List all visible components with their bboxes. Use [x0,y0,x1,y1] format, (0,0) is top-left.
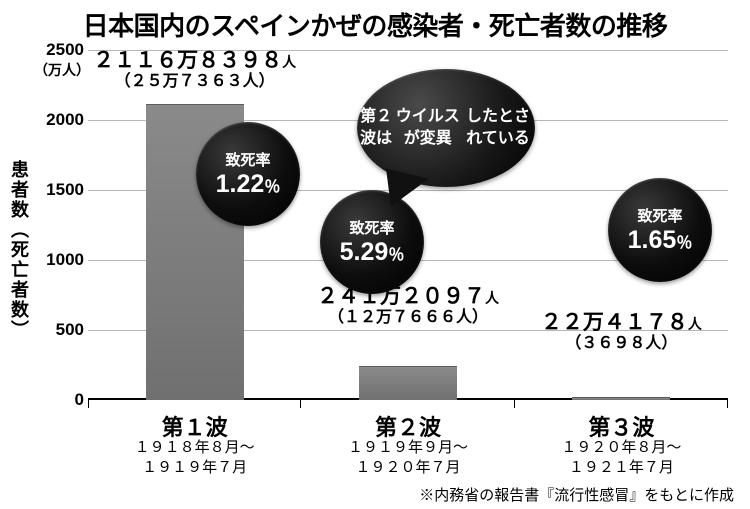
y-tick-label: 2500 [34,40,84,60]
callout-bubble: 第２波はウイルスが変異したとされている [357,69,535,187]
x-period-label: １９１８年８月～１９１９年７月 [95,438,295,477]
x-tick [727,400,728,408]
x-tick [88,400,89,408]
y-tick-label: 2000 [34,110,84,130]
value-sub-label: （２５万７３６３人） [75,67,315,91]
x-period-label: １９２０年８月～１９２１年７月 [521,438,721,477]
fatality-badge: 致死率1.22％ [196,122,300,226]
y-tick-label: 0 [34,390,84,410]
bar [359,366,457,400]
x-tick [514,400,515,408]
value-sub-label: （１２万７６６６人） [288,303,528,327]
source-note: ※内務省の報告書『流行性感冒』をもとに作成 [419,484,734,505]
fatality-badge: 致死率1.65％ [608,178,712,282]
y-tick-label: 1500 [34,180,84,200]
value-sub-label: （３６９８人） [501,329,741,353]
y-tick-label: 1000 [34,250,84,270]
y-tick-label: 500 [34,320,84,340]
y-axis-label: 患者数（死亡者数） [6,160,32,340]
bar [572,397,670,400]
chart: 患者数（死亡者数） （万人） ２１１６万８３９８人（２５万７３６３人）致死率1.… [0,40,750,509]
x-tick [300,400,301,408]
x-period-label: １９１９年９月～１９２０年７月 [308,438,508,477]
chart-title: 日本国内のスペインかぜの感染者・死亡者数の推移 [0,0,750,43]
plot-area: ２１１６万８３９８人（２５万７３６３人）致死率1.22％２４１万２０９７人（１２… [88,50,728,400]
